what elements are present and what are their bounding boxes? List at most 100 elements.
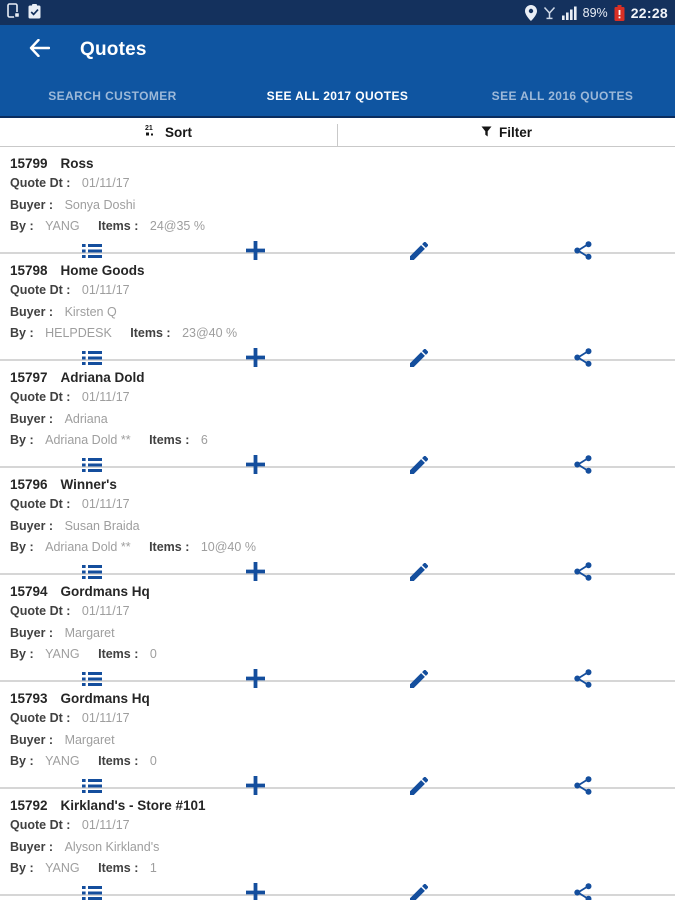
location-icon	[524, 4, 537, 21]
edit-button[interactable]	[338, 667, 502, 691]
buyer-label: Buyer :	[10, 732, 54, 747]
edit-icon	[410, 669, 429, 688]
battery-icon	[614, 4, 625, 21]
quote-date-label: Quote Dt :	[10, 604, 71, 618]
edit-button[interactable]	[338, 453, 502, 477]
battery-percent: 89%	[582, 5, 608, 20]
quote-row: 15798 Home Goods Quote Dt : 01/11/17 Buye…	[0, 254, 675, 367]
add-icon	[246, 348, 266, 367]
share-icon	[574, 455, 592, 474]
edit-icon	[410, 562, 429, 581]
buyer-line: Buyer : Adriana	[10, 409, 665, 431]
view-details-button[interactable]	[10, 453, 174, 477]
add-button[interactable]	[174, 239, 338, 263]
customer-name: Ross	[60, 156, 94, 171]
share-button[interactable]	[501, 881, 665, 900]
buyer-value: Margaret	[64, 625, 115, 640]
share-icon	[574, 776, 592, 795]
add-icon	[246, 562, 266, 581]
add-button[interactable]	[174, 881, 338, 900]
share-button[interactable]	[501, 667, 665, 691]
view-details-button[interactable]	[10, 881, 174, 900]
share-button[interactable]	[501, 239, 665, 263]
arrow-left-icon	[29, 38, 50, 62]
quote-number: 15796	[10, 477, 48, 492]
view-details-button[interactable]	[10, 346, 174, 370]
quote-date-label: Quote Dt :	[10, 711, 71, 725]
add-button[interactable]	[174, 346, 338, 370]
buyer-label: Buyer :	[10, 411, 54, 426]
tab-2017-quotes[interactable]: SEE ALL 2017 QUOTES	[225, 75, 450, 124]
view-details-button[interactable]	[10, 667, 174, 691]
quote-date-label: Quote Dt :	[10, 390, 71, 404]
items-value: 0	[149, 647, 157, 661]
edit-button[interactable]	[338, 239, 502, 263]
items-value: 6	[200, 433, 208, 447]
edit-button[interactable]	[338, 881, 502, 900]
by-items-line: By : YANG Items : 1	[10, 858, 665, 880]
add-button[interactable]	[174, 774, 338, 798]
svg-text:21: 21	[145, 125, 153, 132]
by-items-line: By : Adriana Dold ** Items : 6	[10, 430, 665, 452]
quote-actions	[10, 667, 665, 691]
share-button[interactable]	[501, 774, 665, 798]
tab-2016-quotes[interactable]: SEE ALL 2016 QUOTES	[491, 88, 634, 103]
by-value: HELPDESK	[45, 326, 112, 340]
items-label: Items :	[98, 219, 139, 233]
edit-button[interactable]	[338, 346, 502, 370]
list-icon	[81, 778, 102, 794]
add-button[interactable]	[174, 453, 338, 477]
quote-row: 15792 Kirkland's - Store #101 Quote Dt : …	[0, 789, 675, 900]
quote-date-label: Quote Dt :	[10, 818, 71, 832]
back-button[interactable]	[24, 35, 54, 65]
buyer-value: Susan Braida	[64, 518, 140, 533]
quote-date-value: 01/11/17	[81, 711, 130, 725]
list-icon	[81, 564, 102, 580]
edit-button[interactable]	[338, 774, 502, 798]
quote-date-line: Quote Dt : 01/11/17	[10, 280, 665, 302]
quote-title: 15797 Adriana Dold	[10, 368, 665, 387]
add-button[interactable]	[174, 560, 338, 584]
quote-date-label: Quote Dt :	[10, 283, 71, 297]
sort-label: Sort	[165, 124, 192, 140]
view-details-button[interactable]	[10, 560, 174, 584]
buyer-value: Kirsten Q	[64, 304, 117, 319]
quote-date-line: Quote Dt : 01/11/17	[10, 708, 665, 730]
filter-button[interactable]: Filter	[338, 118, 675, 146]
by-label: By :	[10, 754, 34, 768]
buyer-line: Buyer : Margaret	[10, 623, 665, 645]
quote-title: 15799 Ross	[10, 154, 665, 173]
add-button[interactable]	[174, 667, 338, 691]
customer-name: Gordmans Hq	[60, 584, 150, 599]
edit-button[interactable]	[338, 560, 502, 584]
by-label: By :	[10, 433, 34, 447]
sort-button[interactable]: 21 Sort	[0, 118, 338, 146]
quote-actions	[10, 774, 665, 798]
buyer-line: Buyer : Alyson Kirkland's	[10, 837, 665, 859]
by-label: By :	[10, 861, 34, 875]
items-label: Items :	[98, 861, 139, 875]
by-label: By :	[10, 219, 34, 233]
buyer-label: Buyer :	[10, 304, 54, 319]
customer-name: Winner's	[60, 477, 117, 492]
view-details-button[interactable]	[10, 774, 174, 798]
items-value: 23@40 %	[182, 326, 238, 340]
by-value: YANG	[45, 861, 80, 875]
clipboard-check-icon	[28, 3, 41, 22]
quote-number: 15799	[10, 156, 48, 171]
add-icon	[246, 241, 266, 260]
buyer-line: Buyer : Susan Braida	[10, 516, 665, 538]
list-icon	[81, 457, 102, 473]
share-button[interactable]	[501, 560, 665, 584]
list-icon	[81, 243, 102, 259]
funnel-icon	[481, 125, 492, 140]
tab-search-customer[interactable]: SEARCH CUSTOMER	[48, 88, 177, 103]
by-items-line: By : Adriana Dold ** Items : 10@40 %	[10, 537, 665, 559]
share-button[interactable]	[501, 453, 665, 477]
filter-label: Filter	[498, 124, 532, 140]
buyer-line: Buyer : Margaret	[10, 730, 665, 752]
share-button[interactable]	[501, 346, 665, 370]
view-details-button[interactable]	[10, 239, 174, 263]
list-icon	[81, 350, 102, 366]
clock: 22:28	[630, 4, 668, 21]
